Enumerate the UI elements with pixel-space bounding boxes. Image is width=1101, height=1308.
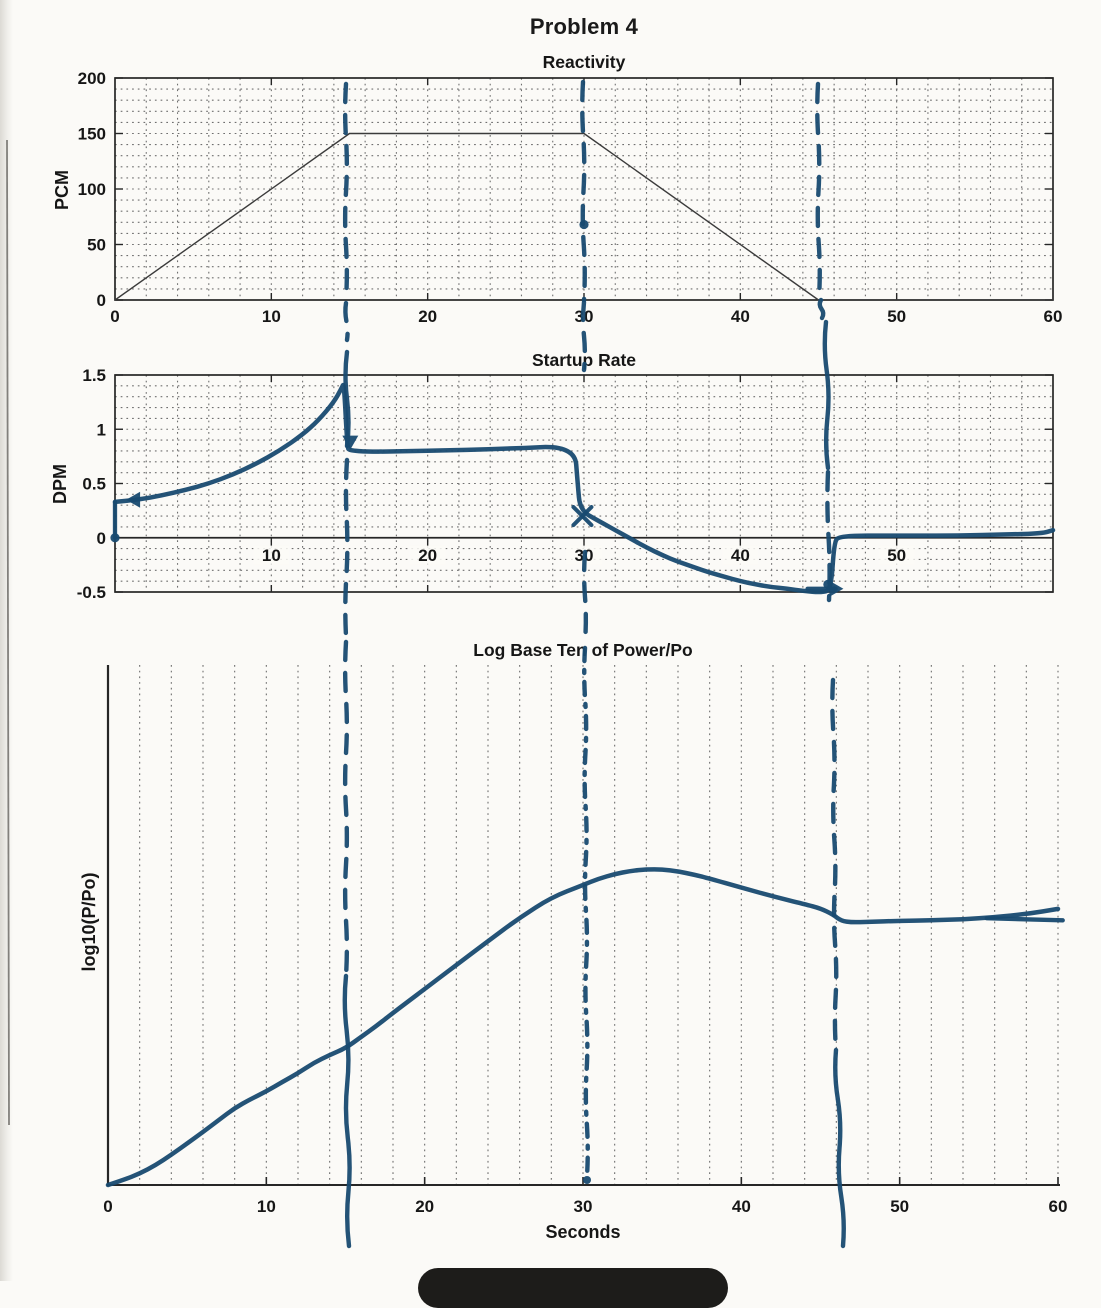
x-tick-label: 20: [415, 1197, 434, 1216]
y-tick-label: 0: [97, 291, 106, 310]
hand-guide-segment-dashed: [580, 79, 587, 303]
scanned-page: Problem 4 0 50 100 150 200 0 10 20 30 40 50 60 React…: [0, 0, 1067, 1308]
x-tick-label: 20: [418, 546, 437, 565]
y-tick-label: 100: [78, 180, 106, 199]
hand-guide-segment-dashed: [830, 677, 839, 1053]
hand-guide-segment-dashed: [342, 81, 350, 303]
hand-guide-segment-dashed: [580, 299, 588, 373]
x-tick-label: 50: [887, 546, 906, 565]
y-tick-label: 1: [97, 420, 106, 439]
x-tick-label: 10: [262, 546, 281, 565]
hand-arrow-mark: [829, 580, 844, 597]
x-tick-label: 0: [103, 1197, 112, 1216]
hand-guide-segment-solid: [343, 349, 351, 449]
x-tick-label: 20: [418, 307, 437, 326]
hand-guide-segment-solid: [817, 297, 826, 321]
tick-label-halo: [722, 545, 759, 565]
tick-label-halo: [878, 545, 915, 565]
hand-guide-segment-dashed: [343, 457, 350, 639]
x-axis-label: Seconds: [545, 1222, 620, 1242]
y-tick-label: 0: [97, 529, 106, 548]
y-tick-label: 50: [87, 236, 106, 255]
x-tick-label: 40: [731, 307, 750, 326]
hand-line-t46: [815, 81, 846, 1249]
tick-label-halo: [409, 545, 446, 565]
y-axis-label: log10(P/Po): [79, 872, 99, 971]
x-tick-label: 30: [574, 1197, 593, 1216]
x-tick-label: 60: [1049, 1197, 1068, 1216]
hand-stroke-mark: [984, 916, 1065, 923]
y-tick-label: 1.5: [82, 366, 106, 385]
x-tick-label: 0: [110, 307, 119, 326]
hand-guide-segment-dashed: [815, 81, 822, 301]
hand-series-log-power-hand-drawn: [105, 867, 1061, 1188]
hand-guide-segment-dashed: [342, 639, 350, 979]
y-axis-label: DPM: [50, 464, 70, 504]
hand-guide-segment-solid: [833, 1047, 846, 1249]
hand-arrow-mark: [126, 491, 141, 508]
hand-arrow-mark: [342, 435, 359, 450]
printed-series-reactivity-program-pcm: [114, 132, 1053, 301]
hand-guide-segment-dashdot: [582, 645, 590, 1179]
x-tick-label: 40: [732, 1197, 751, 1216]
hand-line-t30: [580, 79, 591, 1184]
x-tick-label: 60: [1044, 307, 1063, 326]
hand-x-mark: [571, 505, 594, 528]
page-title: Problem 4: [529, 14, 639, 39]
hand-guide-segment-dashed: [825, 469, 832, 603]
scan-left-edge-shadow: [0, 0, 13, 1281]
hand-guide-segment-dashed: [581, 549, 589, 645]
x-tick-label: 50: [887, 307, 906, 326]
x-tick-label: 10: [262, 307, 281, 326]
y-tick-label: 150: [78, 125, 106, 144]
hand-guide-dot: [583, 1176, 591, 1184]
hand-guide-segment-solid: [342, 973, 352, 1249]
x-tick-label: 50: [890, 1197, 909, 1216]
hand-guide-segment-solid: [822, 319, 831, 471]
x-tick-label: 10: [257, 1197, 276, 1216]
tick-label-halo: [253, 545, 290, 565]
y-tick-label: -0.5: [77, 583, 106, 602]
hand-line-t15: [342, 81, 352, 1249]
y-axis-label: PCM: [52, 170, 72, 210]
y-tick-label: 0.5: [82, 475, 106, 494]
plot-title: Reactivity: [543, 52, 626, 72]
hand-guide-segment-dashed: [343, 300, 350, 343]
scan-page-edge-line: [6, 139, 10, 1126]
bottom-pill: [418, 1268, 728, 1308]
y-tick-label: 200: [78, 69, 106, 88]
grid-log-power: [139, 665, 1059, 1185]
x-tick-label: 40: [731, 546, 750, 565]
plot-title: Startup Rate: [532, 350, 636, 370]
